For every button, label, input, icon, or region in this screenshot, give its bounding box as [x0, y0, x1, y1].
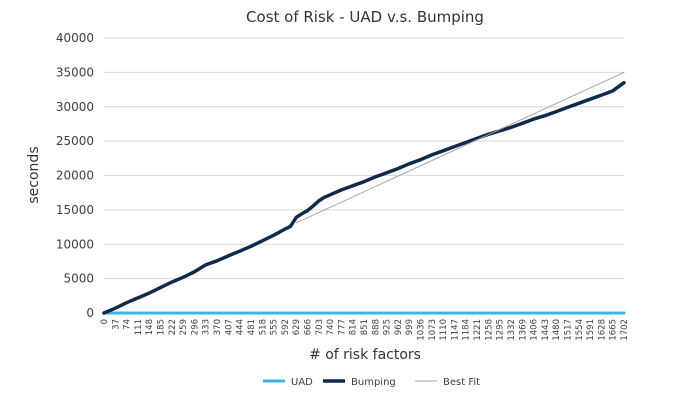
x-tick-label: 1258	[484, 319, 494, 341]
x-tick-label: 333	[202, 319, 212, 335]
x-tick-label: 481	[247, 319, 257, 335]
y-tick-label: 25000	[56, 134, 94, 148]
x-tick-label: 148	[145, 319, 155, 335]
legend-label-uad: UAD	[291, 377, 313, 388]
legend-label-best-fit: Best Fit	[443, 377, 480, 388]
y-tick-label: 0	[86, 306, 94, 320]
y-tick-label: 35000	[56, 65, 94, 79]
x-tick-label: 1480	[552, 319, 562, 341]
y-tick-label: 5000	[63, 272, 94, 286]
series-bumping-line	[102, 80, 626, 315]
x-tick-label: 1332	[507, 319, 517, 341]
x-axis-ticks: 0 37 74 111 148 185 222 259 296 333 370 407 444 481 51…	[100, 319, 630, 341]
y-tick-label: 30000	[56, 100, 94, 114]
x-tick-label: 407	[224, 319, 234, 335]
x-tick-label: 74	[123, 319, 133, 330]
x-tick-label: 1184	[462, 319, 472, 341]
x-tick-label: 1036	[417, 319, 427, 341]
x-tick-label: 296	[190, 319, 200, 335]
y-axis-title: seconds	[26, 146, 42, 203]
x-tick-label: 1406	[530, 319, 540, 341]
y-tick-label: 40000	[56, 31, 94, 45]
x-tick-label: 111	[134, 319, 144, 335]
chart-title: Cost of Risk - UAD v.s. Bumping	[246, 8, 484, 26]
x-tick-label: 666	[303, 319, 313, 335]
x-tick-label: 1665	[609, 319, 619, 341]
x-tick-label: 1591	[586, 319, 596, 341]
x-tick-label: 1110	[439, 319, 449, 341]
x-tick-label: 888	[371, 319, 381, 335]
x-tick-label: 925	[383, 319, 393, 335]
x-tick-label: 222	[168, 319, 178, 335]
x-tick-label: 1073	[428, 319, 438, 341]
x-tick-label: 1147	[450, 319, 460, 341]
y-tick-label: 20000	[56, 169, 94, 183]
gridlines	[104, 37, 624, 314]
x-tick-label: 1517	[563, 319, 573, 341]
x-tick-label: 1221	[473, 319, 483, 341]
x-tick-label: 37	[111, 319, 121, 330]
x-tick-label: 1295	[496, 319, 506, 341]
y-tick-label: 10000	[56, 237, 94, 251]
x-tick-label: 518	[258, 319, 268, 335]
x-tick-label: 777	[337, 319, 347, 335]
x-tick-label: 629	[292, 319, 302, 335]
x-axis-title: # of risk factors	[309, 347, 421, 363]
x-tick-label: 1702	[620, 319, 630, 341]
plot-series	[102, 71, 626, 315]
x-tick-label: 592	[281, 319, 291, 335]
x-tick-label: 1628	[597, 319, 607, 341]
x-tick-label: 814	[349, 319, 359, 335]
legend-label-bumping: Bumping	[351, 377, 396, 388]
x-tick-label: 555	[270, 319, 280, 335]
x-tick-label: 962	[394, 319, 404, 335]
legend: UAD Bumping Best Fit	[263, 377, 480, 388]
x-tick-label: 370	[213, 319, 223, 335]
series-best-fit-line	[295, 71, 625, 224]
x-tick-label: 999	[405, 319, 415, 335]
x-tick-label: 1443	[541, 319, 551, 341]
x-tick-label: 0	[100, 319, 110, 324]
x-tick-label: 444	[236, 319, 246, 335]
x-tick-label: 259	[179, 319, 189, 335]
y-axis-ticks: 0 5000 10000 15000 20000 25000 30000 35000 40000	[56, 31, 94, 320]
x-tick-label: 740	[326, 319, 336, 335]
y-tick-label: 15000	[56, 203, 94, 217]
x-tick-label: 185	[157, 319, 167, 335]
x-tick-label: 1369	[518, 319, 528, 341]
x-tick-label: 851	[360, 319, 370, 335]
x-tick-label: 1554	[575, 319, 585, 341]
x-tick-label: 703	[315, 319, 325, 335]
